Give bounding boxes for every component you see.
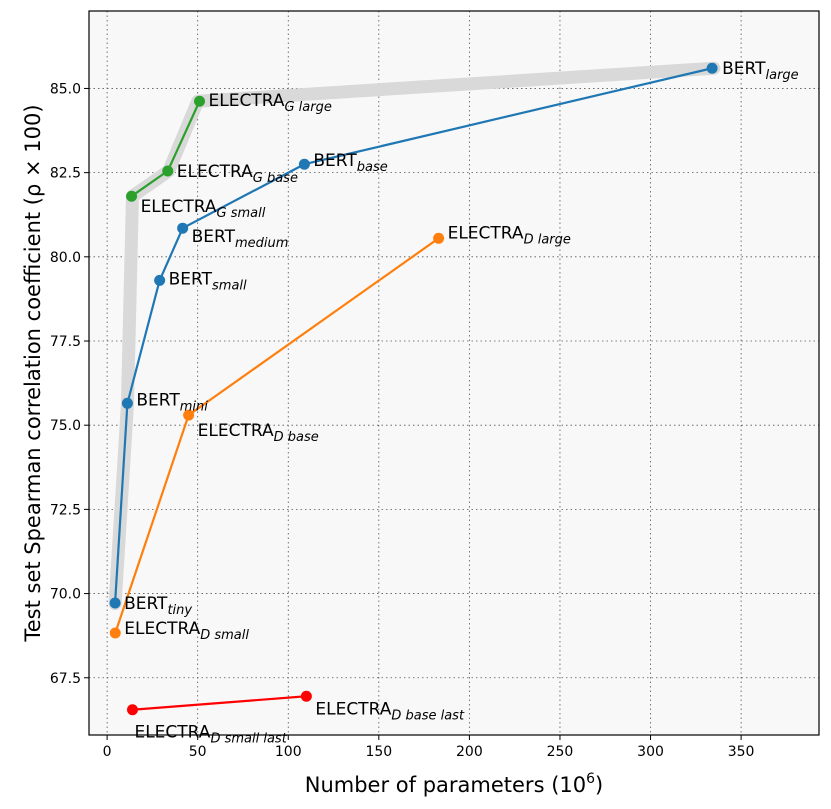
- point-label-base: BERT: [313, 151, 357, 171]
- data-point-electra-g-g-large: [193, 95, 205, 107]
- y-tick-label: 85.0: [50, 81, 81, 97]
- y-tick-label: 67.5: [50, 671, 81, 687]
- x-axis-title-text: Number of parameters: [305, 773, 545, 797]
- data-point-bert-medium: [177, 222, 189, 234]
- data-point-electra-d-last-d-base-last: [300, 690, 312, 702]
- point-label-subscript: tiny: [167, 603, 192, 618]
- data-point-electra-d-last-d-small-last: [126, 704, 138, 716]
- point-label-subscript: G small: [217, 206, 266, 221]
- x-tick-label: 100: [275, 744, 302, 760]
- x-axis-unit-exp: 6: [586, 771, 595, 787]
- y-tick-label: 82.5: [50, 166, 81, 182]
- data-point-bert-tiny: [109, 597, 121, 609]
- series-layer: [109, 62, 718, 716]
- point-label-subscript: D base: [274, 430, 319, 445]
- point-label: ELECTRAG base: [177, 162, 298, 186]
- x-axis-ticks: 0 50 100 150 200 250 300 350: [103, 735, 755, 760]
- point-label-subscript: D base last: [391, 708, 465, 723]
- point-label: ELECTRAD base: [198, 421, 319, 445]
- point-label-subscript: base: [357, 160, 388, 175]
- point-label: ELECTRAG small: [141, 197, 266, 221]
- series-line-electra-d-last: [132, 695, 307, 711]
- grid-lines: [89, 11, 819, 735]
- point-label-base: BERT: [192, 227, 236, 247]
- point-label-base: BERT: [722, 59, 766, 79]
- y-axis-title: Test set Spearman correlation coefficien…: [21, 104, 45, 642]
- data-point-bert-base: [298, 158, 310, 170]
- point-label-subscript: G large: [284, 100, 331, 115]
- point-label: BERTbase: [313, 151, 387, 175]
- point-label-subscript: D small: [200, 628, 249, 643]
- point-label-base: ELECTRA: [448, 223, 524, 243]
- point-label-subscript: small: [212, 278, 247, 293]
- point-label-base: ELECTRA: [177, 162, 253, 182]
- y-tick-label: 75.0: [50, 418, 81, 434]
- y-tick-label: 80.0: [50, 250, 81, 266]
- y-tick-label: 72.5: [50, 502, 81, 518]
- plot-frame: [88, 10, 820, 736]
- point-label-base: BERT: [136, 390, 180, 410]
- x-axis-title: Number of parameters (106): [305, 771, 604, 797]
- point-label-base: BERT: [124, 594, 168, 614]
- point-label-base: ELECTRA: [141, 197, 217, 217]
- plot-area: [89, 11, 819, 735]
- x-tick-label: 200: [456, 744, 483, 760]
- data-point-bert-large: [706, 62, 718, 74]
- x-tick-label: 350: [728, 744, 755, 760]
- x-axis-title-close-paren: ): [595, 773, 603, 797]
- point-label-subscript: large: [766, 68, 799, 83]
- point-label: BERTlarge: [722, 59, 799, 83]
- point-label: BERTtiny: [124, 594, 192, 618]
- point-label-subscript: medium: [235, 236, 288, 251]
- point-label-base: BERT: [169, 269, 213, 289]
- point-label-base: ELECTRA: [198, 421, 274, 441]
- point-label-subscript: mini: [180, 399, 209, 414]
- data-point-electra-g-g-base: [162, 165, 174, 177]
- y-axis-ticks: 67.5 70.0 72.5 75.0 77.5 80.0 82.5 85.0: [50, 81, 89, 687]
- data-point-electra-d-d-base: [183, 409, 195, 421]
- data-point-electra-d-d-small: [109, 627, 121, 639]
- point-label-subscript: G base: [253, 171, 298, 186]
- point-label-base: ELECTRA: [208, 91, 284, 111]
- x-tick-label: 300: [637, 744, 664, 760]
- point-label: ELECTRAD base last: [315, 699, 465, 723]
- x-tick-label: 150: [365, 744, 392, 760]
- y-tick-label: 77.5: [50, 334, 81, 350]
- point-label: ELECTRAD large: [448, 223, 571, 247]
- x-tick-label: 250: [547, 744, 574, 760]
- point-label-base: ELECTRA: [134, 723, 210, 743]
- point-label: BERTsmall: [169, 269, 247, 293]
- data-point-bert-small: [154, 274, 166, 286]
- y-tick-label: 70.0: [50, 587, 81, 603]
- series-line-bert: [113, 67, 713, 604]
- data-point-bert-mini: [121, 397, 133, 409]
- point-label-base: ELECTRA: [315, 699, 391, 719]
- point-label: BERTmedium: [192, 227, 289, 251]
- point-label: ELECTRAG large: [208, 91, 331, 115]
- data-point-electra-d-d-large: [433, 232, 445, 244]
- point-label: ELECTRAD small: [124, 619, 249, 643]
- point-label-subscript: D large: [524, 232, 571, 247]
- x-axis-title-open-paren: (: [545, 773, 560, 797]
- x-tick-label: 0: [103, 744, 112, 760]
- data-point-electra-g-g-small: [126, 190, 138, 202]
- x-axis-unit-base: 10: [559, 773, 586, 797]
- point-label-base: ELECTRA: [124, 619, 200, 639]
- point-label: BERTmini: [136, 390, 208, 414]
- x-tick-label: 50: [189, 744, 207, 760]
